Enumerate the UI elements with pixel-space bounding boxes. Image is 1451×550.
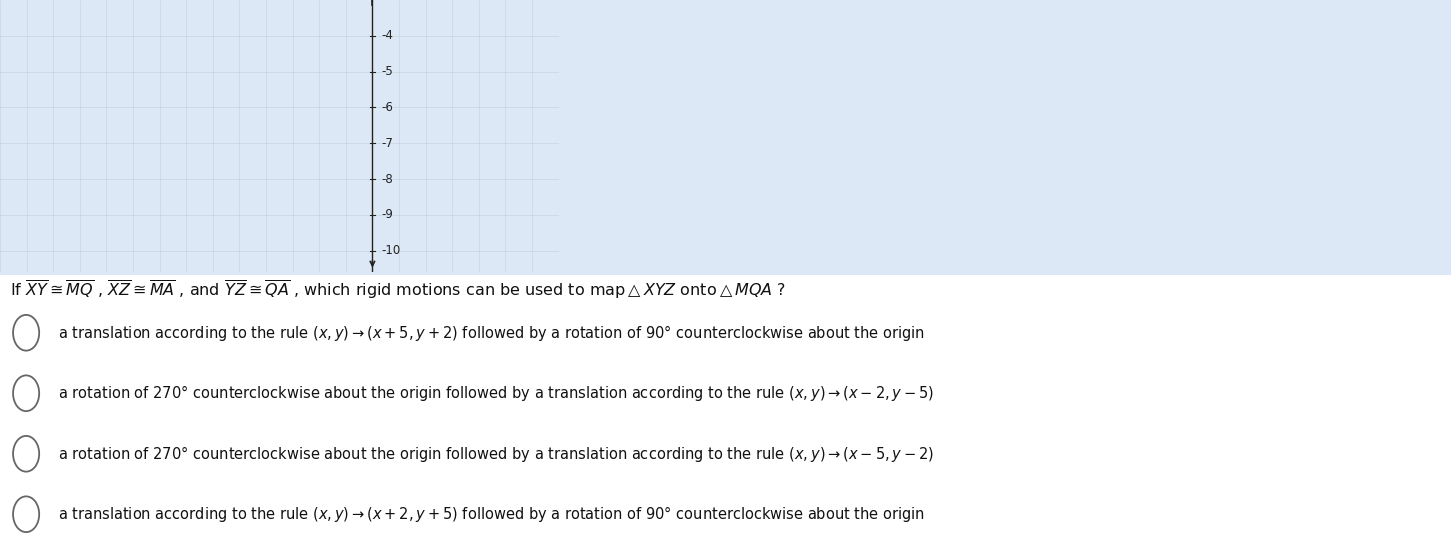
- Text: If $\overline{XY} \cong \overline{MQ}$ , $\overline{XZ} \cong \overline{MA}$ , a: If $\overline{XY} \cong \overline{MQ}$ ,…: [10, 278, 786, 301]
- Text: a rotation of 270° counterclockwise about the origin followed by a translation a: a rotation of 270° counterclockwise abou…: [58, 383, 934, 403]
- Text: -9: -9: [382, 208, 393, 222]
- Text: -7: -7: [382, 137, 393, 150]
- Text: -5: -5: [382, 65, 393, 78]
- Text: a rotation of 270° counterclockwise about the origin followed by a translation a: a rotation of 270° counterclockwise abou…: [58, 444, 934, 464]
- Text: -10: -10: [382, 244, 400, 257]
- Text: -6: -6: [382, 101, 393, 114]
- Text: -4: -4: [382, 29, 393, 42]
- Text: a translation according to the rule $(x, y) \rightarrow (x + 5, y + 2)$ followed: a translation according to the rule $(x,…: [58, 323, 926, 343]
- FancyBboxPatch shape: [0, 275, 1451, 550]
- Text: a translation according to the rule $(x, y) \rightarrow (x + 2, y + 5)$ followed: a translation according to the rule $(x,…: [58, 504, 926, 524]
- Text: -8: -8: [382, 173, 393, 185]
